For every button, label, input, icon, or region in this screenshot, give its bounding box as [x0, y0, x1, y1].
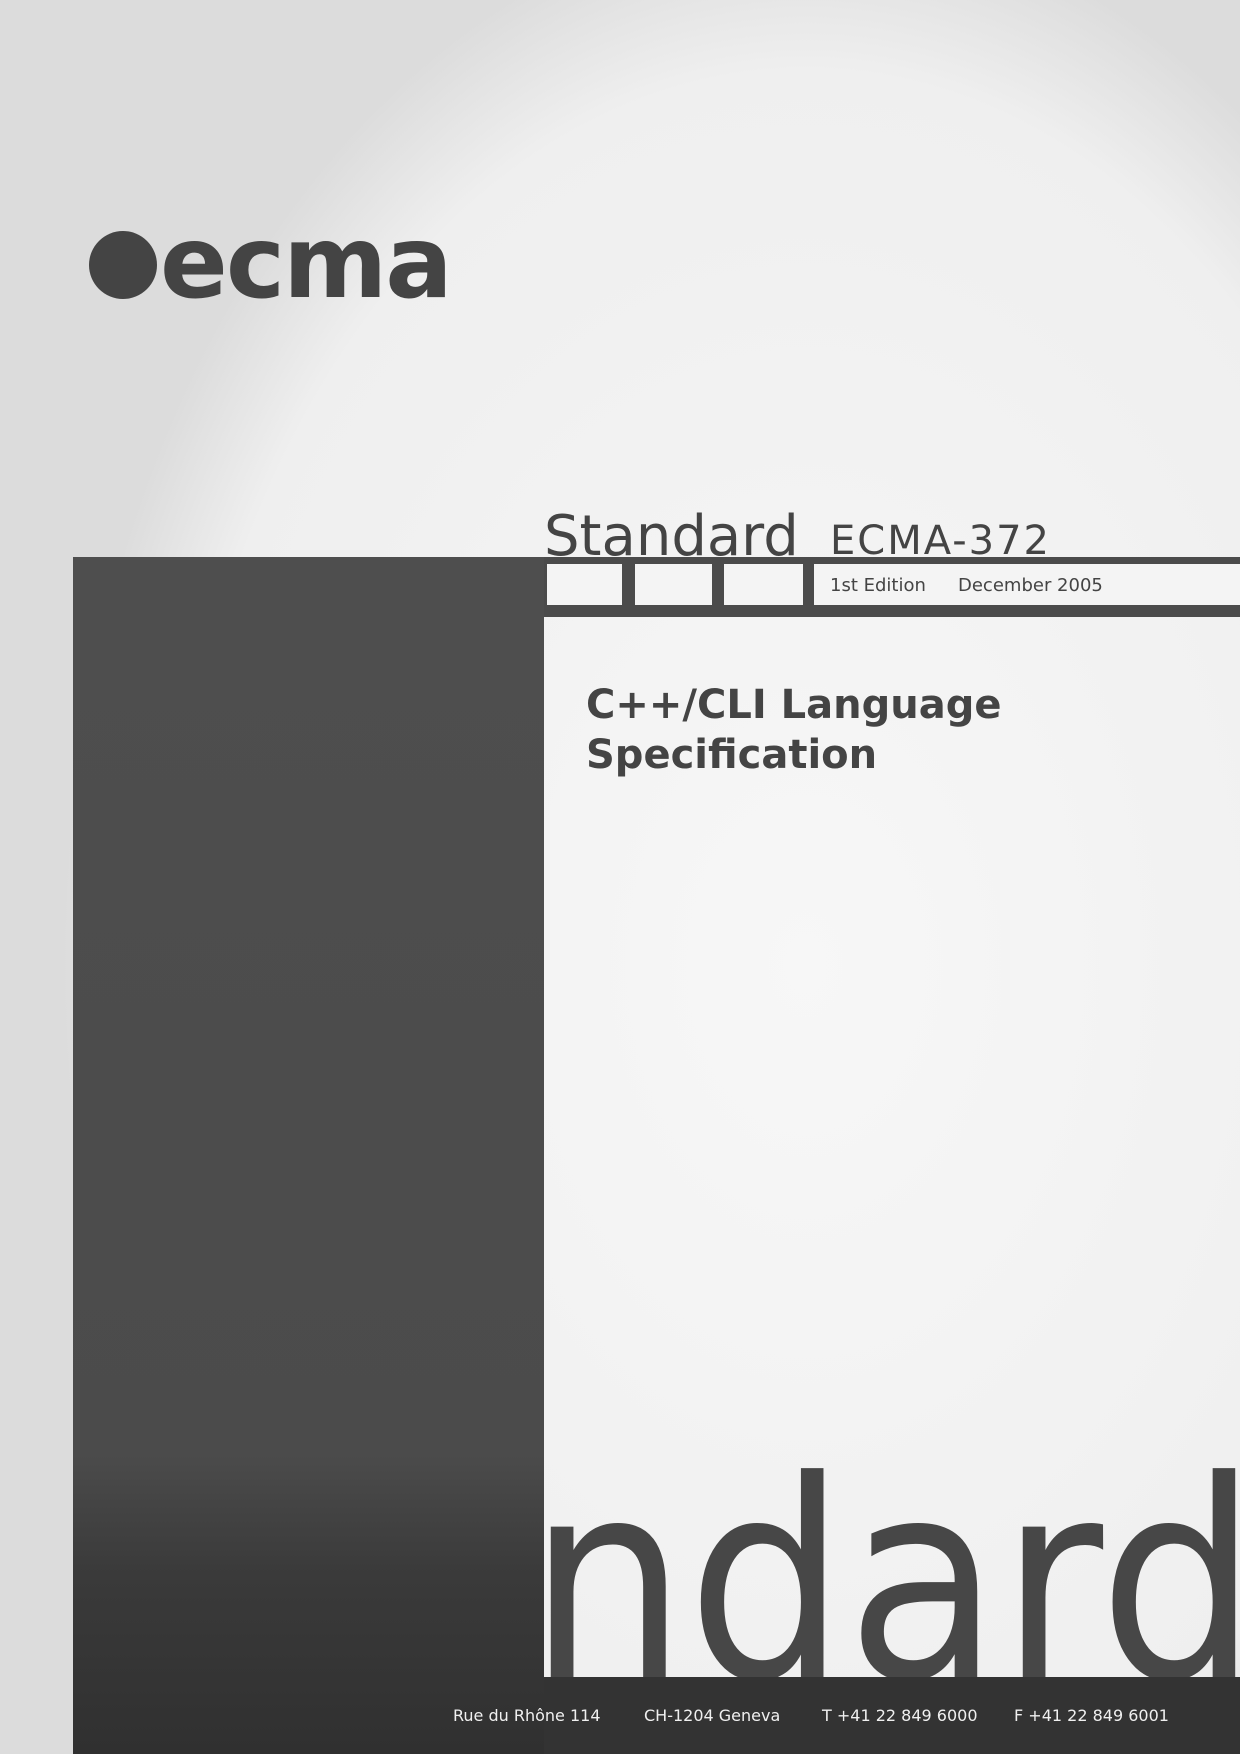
background-word: ndard: [528, 1422, 1240, 1742]
standard-number: ECMA-372: [830, 518, 1051, 564]
title-line: C++/CLI Language: [586, 682, 1001, 728]
footer-phone: T +41 22 849 6000: [821, 1706, 978, 1725]
standard-label: Standard: [544, 504, 799, 569]
box: [724, 564, 803, 605]
logo-dot: [89, 231, 157, 299]
logo-text: ecma: [160, 204, 451, 321]
footer-fax: F +41 22 849 6001: [1014, 1706, 1169, 1725]
box: [547, 564, 622, 605]
title-line: Specification: [586, 732, 877, 778]
footer-address: Rue du Rhône 114: [453, 1706, 601, 1725]
box: [635, 564, 712, 605]
side-panel: [73, 557, 544, 1754]
footer: Rue du Rhône 114 CH-1204 Geneva T +41 22…: [453, 1706, 1169, 1725]
footer-band: [544, 1677, 1240, 1754]
date: December 2005: [958, 575, 1103, 596]
edition: 1st Edition: [830, 575, 926, 596]
footer-city: CH-1204 Geneva: [644, 1706, 780, 1725]
edition-box: [814, 564, 1240, 605]
